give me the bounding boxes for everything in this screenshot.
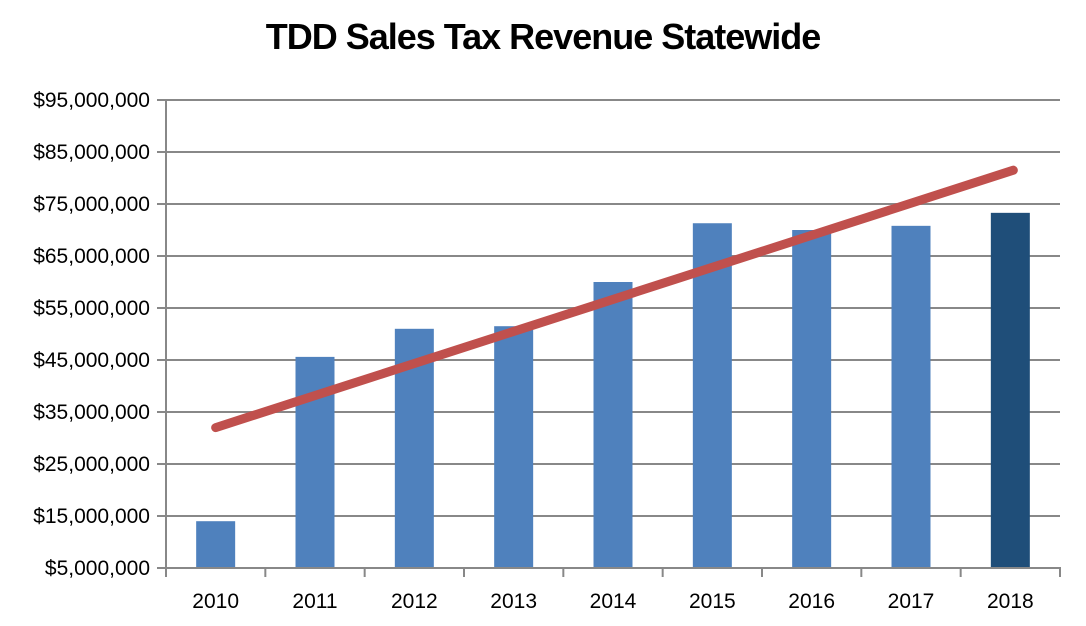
bar-2016 [792,230,832,568]
x-axis-label-2018: 2018 [987,590,1034,613]
bar-2010 [196,521,236,568]
bar-2018 [990,212,1030,568]
bar-2013 [494,326,534,568]
x-axis-label-2016: 2016 [788,590,835,613]
y-tick-label: $95,000,000 [33,89,150,112]
x-axis-label-2010: 2010 [192,590,239,613]
y-tick-label: $25,000,000 [33,453,150,476]
y-tick-label: $55,000,000 [33,297,150,320]
chart-title: TDD Sales Tax Revenue Statewide [265,16,822,57]
y-tick-label: $65,000,000 [33,245,150,268]
x-axis-label-2011: 2011 [292,590,337,613]
x-axis-label-2014: 2014 [590,590,637,613]
trendline [211,165,1018,433]
x-axis-label-2013: 2013 [490,590,537,613]
y-tick-label: $35,000,000 [33,401,150,424]
y-tick-label: $15,000,000 [33,505,150,528]
bar-2017 [891,225,931,568]
bar-2015 [692,223,732,569]
bar-2014 [593,282,633,568]
x-axis-label-2017: 2017 [888,590,935,613]
x-axis-label-2015: 2015 [689,590,736,613]
y-tick-label: $45,000,000 [33,349,150,372]
x-axis-label-2012: 2012 [391,590,438,613]
y-tick-label: $5,000,000 [45,557,150,580]
y-tick-label: $85,000,000 [33,141,150,164]
y-tick-label: $75,000,000 [33,193,150,216]
